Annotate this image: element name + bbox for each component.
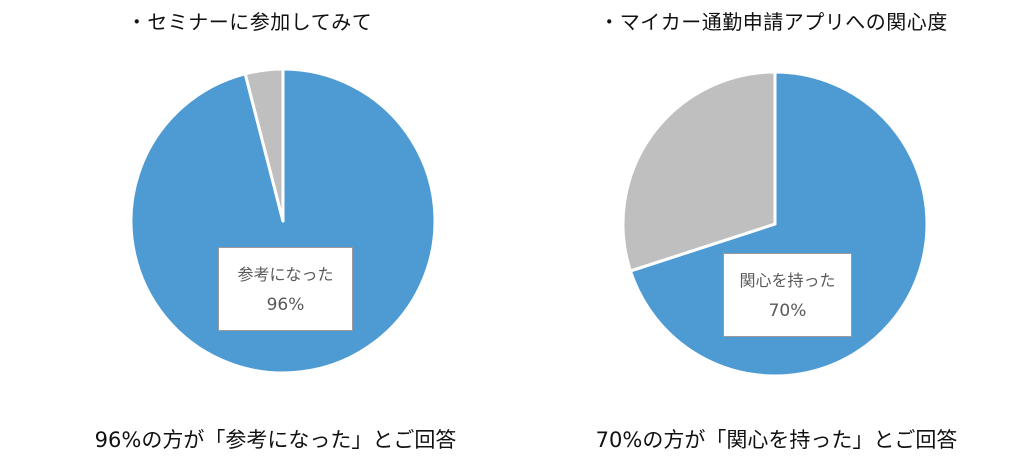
pie-chart-app-interest xyxy=(621,70,929,378)
chart-panel-seminar: ・セミナーに参加してみて 参考になった 96% 96%の方が「参考になった」とご… xyxy=(95,10,457,452)
chart-title: ・マイカー通勤申請アプリへの関心度 xyxy=(599,10,948,34)
data-label-value: 96% xyxy=(266,295,305,315)
chart-title: ・セミナーに参加してみて xyxy=(126,10,373,34)
data-label-box: 関心を持った 70% xyxy=(723,253,852,337)
chart-panel-app-interest: ・マイカー通勤申請アプリへの関心度 関心を持った 70% 70%の方が「関心を持… xyxy=(505,0,1010,469)
data-label-name: 関心を持った xyxy=(739,271,836,290)
data-label-name: 参考になった xyxy=(237,265,334,284)
pie-slice-1 xyxy=(243,67,285,223)
data-label-value: 70% xyxy=(768,301,807,321)
chart-caption: 96%の方が「参考になった」とご回答 xyxy=(94,428,457,452)
data-label-box: 参考になった 96% xyxy=(218,247,353,331)
pie-slice-1 xyxy=(621,70,777,273)
pie-slice-0 xyxy=(628,70,929,378)
chart-caption: 70%の方が「関心を持った」とご回答 xyxy=(595,428,958,452)
pie-chart-seminar xyxy=(129,67,437,375)
